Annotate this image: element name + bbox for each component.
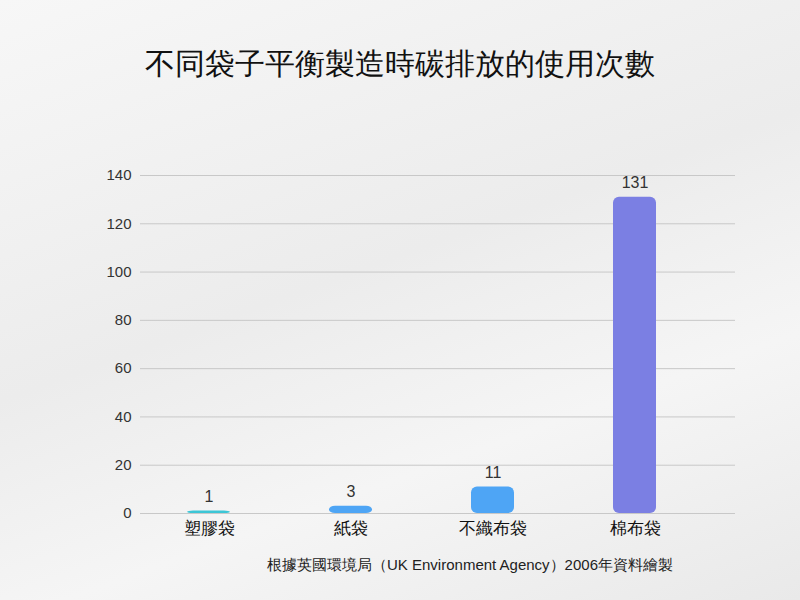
svg-text:60: 60 <box>115 359 132 376</box>
svg-text:棉布袋: 棉布袋 <box>610 519 661 538</box>
svg-text:80: 80 <box>115 311 132 328</box>
html-text:根據英國環境局（UK Environment Agency）: 根據英國環境局（UK Environment Agency）2006年資料繪製 <box>267 556 673 573</box>
svg-text:11: 11 <box>485 464 502 481</box>
svg-text:紙袋: 紙袋 <box>334 519 368 538</box>
svg-text:3: 3 <box>347 483 356 500</box>
svg-text:0: 0 <box>123 504 131 521</box>
svg-text:不織布袋: 不織布袋 <box>459 519 527 538</box>
svg-text:100: 100 <box>106 263 131 280</box>
html-text:不同袋子平衡製造時碳排放的使用次數: 不同袋子平衡製造時碳排放的使用次數 <box>145 47 655 80</box>
svg-text:40: 40 <box>115 408 132 425</box>
svg-text:20: 20 <box>115 456 132 473</box>
svg-text:塑膠袋: 塑膠袋 <box>184 519 235 538</box>
svg-text:140: 140 <box>106 166 131 183</box>
svg-text:120: 120 <box>106 215 131 232</box>
svg-text:131: 131 <box>622 174 649 191</box>
svg-text:1: 1 <box>205 488 214 505</box>
